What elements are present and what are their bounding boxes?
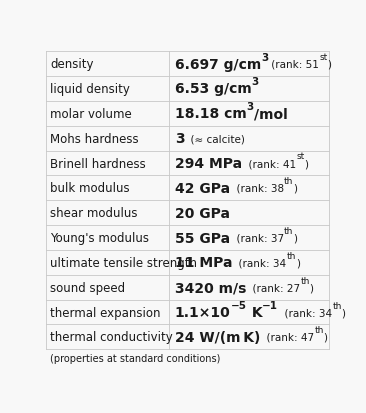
Text: 3: 3: [175, 132, 184, 146]
Text: ): ): [294, 233, 298, 243]
Text: (rank: 47: (rank: 47: [260, 332, 314, 342]
Text: 1.1×10: 1.1×10: [175, 305, 231, 319]
Text: 3: 3: [247, 102, 254, 112]
Text: ultimate tensile strength: ultimate tensile strength: [50, 256, 197, 269]
Text: ): ): [296, 258, 300, 268]
Text: 18.18 cm: 18.18 cm: [175, 107, 247, 121]
Text: thermal conductivity: thermal conductivity: [50, 330, 173, 344]
Text: ): ): [294, 183, 298, 193]
Text: −5: −5: [231, 300, 247, 310]
Text: 3: 3: [251, 77, 259, 87]
Text: −1: −1: [262, 300, 278, 310]
Text: liquid density: liquid density: [50, 83, 130, 96]
Text: bulk modulus: bulk modulus: [50, 182, 130, 195]
Text: st: st: [319, 53, 328, 62]
Text: th: th: [287, 251, 296, 260]
Text: Young's modulus: Young's modulus: [50, 231, 149, 244]
Text: (≈ calcite): (≈ calcite): [184, 134, 245, 144]
Text: 55 GPa: 55 GPa: [175, 231, 230, 245]
Text: (rank: 51: (rank: 51: [268, 59, 319, 69]
Text: shear modulus: shear modulus: [50, 206, 138, 220]
Text: /mol: /mol: [254, 107, 288, 121]
Text: (rank: 27: (rank: 27: [246, 282, 300, 292]
Text: ): ): [342, 307, 346, 317]
Text: th: th: [284, 226, 294, 235]
Text: (rank: 38: (rank: 38: [230, 183, 284, 193]
Text: K: K: [247, 305, 262, 319]
Text: ): ): [310, 282, 314, 292]
Text: Brinell hardness: Brinell hardness: [50, 157, 146, 170]
Text: 3: 3: [261, 52, 268, 62]
Text: (rank: 37: (rank: 37: [230, 233, 284, 243]
Text: sound speed: sound speed: [50, 281, 125, 294]
Text: st: st: [296, 152, 304, 161]
Text: th: th: [314, 325, 324, 335]
Text: ): ): [328, 59, 332, 69]
Text: th: th: [284, 177, 294, 186]
Text: thermal expansion: thermal expansion: [50, 306, 161, 319]
Text: th: th: [332, 301, 342, 310]
Text: 6.53 g/cm: 6.53 g/cm: [175, 82, 251, 96]
Text: ): ): [324, 332, 328, 342]
Text: 42 GPa: 42 GPa: [175, 181, 230, 195]
Text: density: density: [50, 58, 93, 71]
Text: (properties at standard conditions): (properties at standard conditions): [50, 354, 220, 363]
Text: th: th: [300, 276, 310, 285]
Text: 24 W/(m K): 24 W/(m K): [175, 330, 260, 344]
Text: 294 MPa: 294 MPa: [175, 157, 242, 171]
Text: 11 MPa: 11 MPa: [175, 256, 232, 270]
Text: Mohs hardness: Mohs hardness: [50, 132, 139, 145]
Text: (rank: 34: (rank: 34: [232, 258, 287, 268]
Text: (rank: 41: (rank: 41: [242, 159, 296, 169]
Text: 20 GPa: 20 GPa: [175, 206, 230, 220]
Text: 6.697 g/cm: 6.697 g/cm: [175, 57, 261, 71]
Text: (rank: 34: (rank: 34: [278, 307, 332, 317]
Text: ): ): [304, 159, 308, 169]
Text: molar volume: molar volume: [50, 107, 132, 121]
Text: 3420 m/s: 3420 m/s: [175, 280, 246, 294]
